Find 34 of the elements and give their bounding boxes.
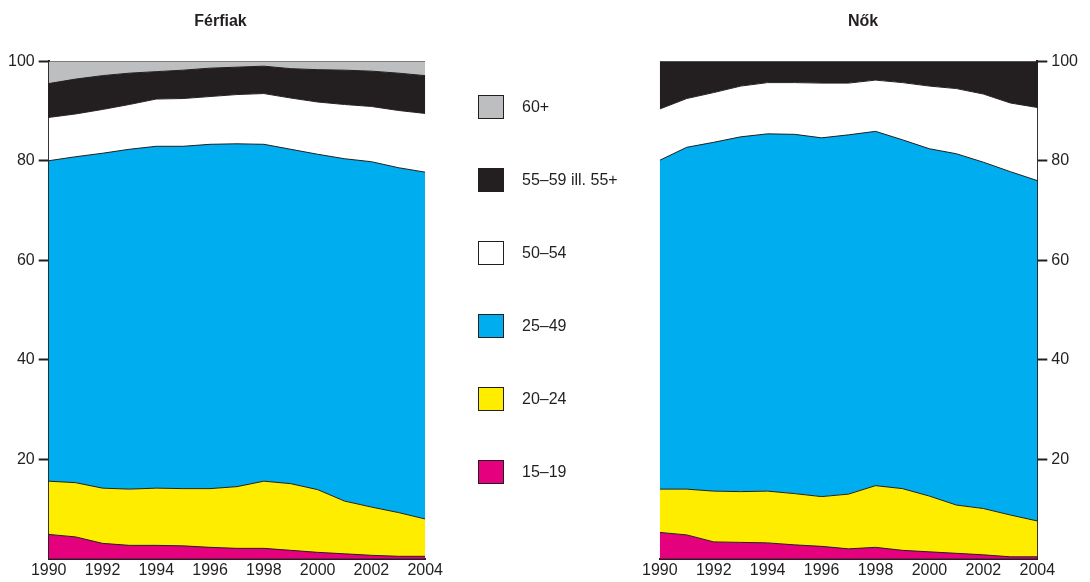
y-tick-label: 20 <box>16 449 35 467</box>
chart-title: Férfiak <box>194 12 247 30</box>
x-tick-label: 1996 <box>803 560 840 578</box>
x-tick-label: 2000 <box>911 560 948 578</box>
x-tick-label: 1994 <box>749 560 786 578</box>
x-tick-label: 1998 <box>246 560 282 578</box>
y2-tick-label: 100 <box>1051 51 1079 69</box>
chart-title: Nők <box>847 12 879 30</box>
y-tick-label: 80 <box>16 151 35 169</box>
x-tick-label: 2004 <box>407 560 444 578</box>
y2-tick-label: 40 <box>1051 350 1070 368</box>
y2-tick-label: 80 <box>1051 151 1070 169</box>
legend-label: 55–59 ill. 55+ <box>522 170 618 189</box>
y-tick-label: 40 <box>16 350 35 368</box>
legend-label: 25–49 <box>522 316 567 335</box>
y2-tick-label: 60 <box>1051 250 1070 268</box>
legend-label: 50–54 <box>522 243 567 262</box>
x-tick-label: 1990 <box>30 560 67 578</box>
y2-tick-label: 20 <box>1051 449 1070 467</box>
legend-label: 60+ <box>522 97 550 116</box>
x-tick-label: 1996 <box>192 560 228 578</box>
y-tick-label: 60 <box>16 250 35 268</box>
x-tick-label: 1994 <box>138 560 175 578</box>
x-tick-label: 1992 <box>695 560 732 578</box>
x-tick-label: 2004 <box>1019 560 1056 578</box>
x-tick-label: 2000 <box>299 560 336 578</box>
y-tick-label: 100 <box>7 51 35 69</box>
legend-label: 20–24 <box>522 389 567 408</box>
x-tick-label: 1992 <box>84 560 121 578</box>
x-tick-label: 1998 <box>857 560 894 578</box>
legend-label: 15–19 <box>522 462 567 481</box>
x-tick-label: 2002 <box>353 560 390 578</box>
x-tick-label: 1990 <box>642 560 678 578</box>
x-tick-label: 2002 <box>965 560 1002 578</box>
